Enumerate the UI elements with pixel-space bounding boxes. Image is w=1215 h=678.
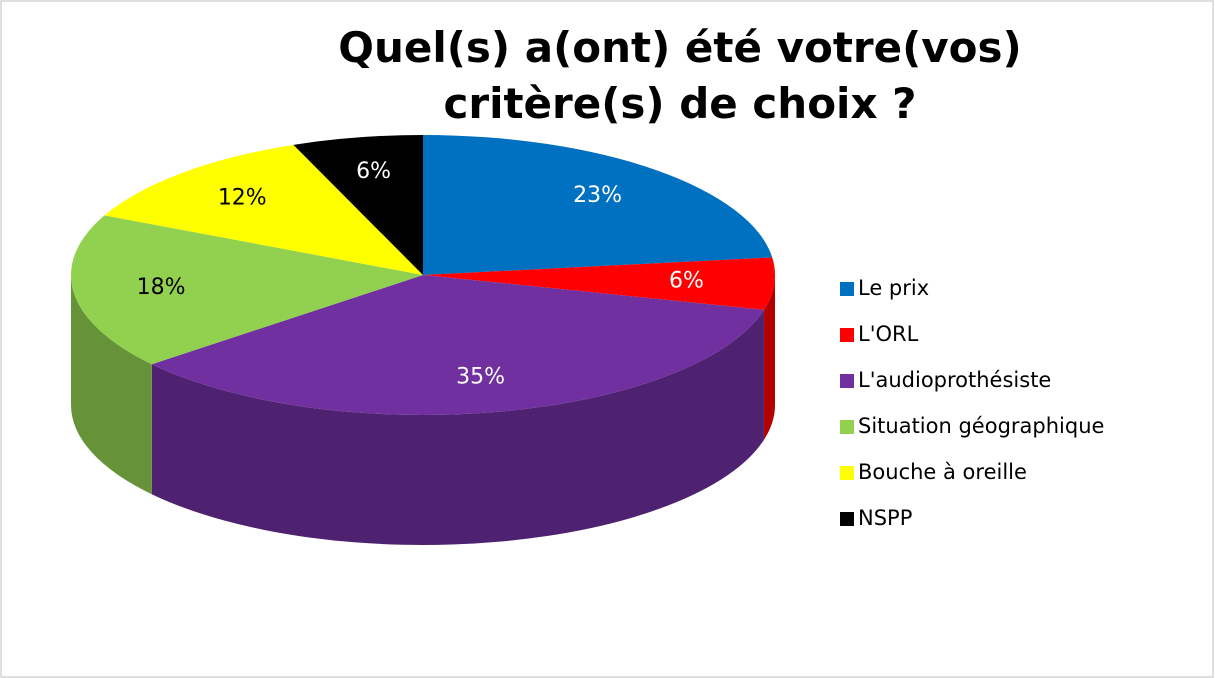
legend-label: NSPP — [858, 506, 912, 530]
pie-side — [763, 275, 775, 440]
data-label: 12% — [218, 185, 267, 210]
legend-label: Le prix — [858, 276, 929, 300]
data-label: 18% — [137, 275, 186, 300]
pie-slice — [104, 144, 423, 275]
pie-side — [151, 309, 764, 545]
data-label: 6% — [669, 269, 704, 294]
data-label: 35% — [456, 364, 505, 389]
pie-slice — [151, 275, 764, 415]
data-label: 23% — [573, 183, 622, 208]
legend-swatch — [840, 420, 854, 434]
pie-side — [71, 275, 152, 495]
pie-slice — [70, 215, 423, 365]
pie-slice — [423, 135, 773, 275]
pie-slice — [293, 135, 423, 275]
legend-swatch — [840, 512, 854, 526]
legend-label: Bouche à oreille — [858, 460, 1027, 484]
legend-label: L'ORL — [858, 322, 919, 346]
legend-swatch — [840, 374, 854, 388]
legend-swatch — [840, 328, 854, 342]
legend-swatch — [840, 466, 854, 480]
data-label: 6% — [356, 159, 391, 184]
chart-title: Quel(s) a(ont) été votre(vos) critère(s)… — [338, 23, 1022, 128]
pie-slice — [423, 257, 775, 310]
legend-swatch — [840, 282, 854, 296]
legend-label: L'audioprothésiste — [858, 368, 1051, 392]
legend-label: Situation géographique — [858, 414, 1104, 438]
